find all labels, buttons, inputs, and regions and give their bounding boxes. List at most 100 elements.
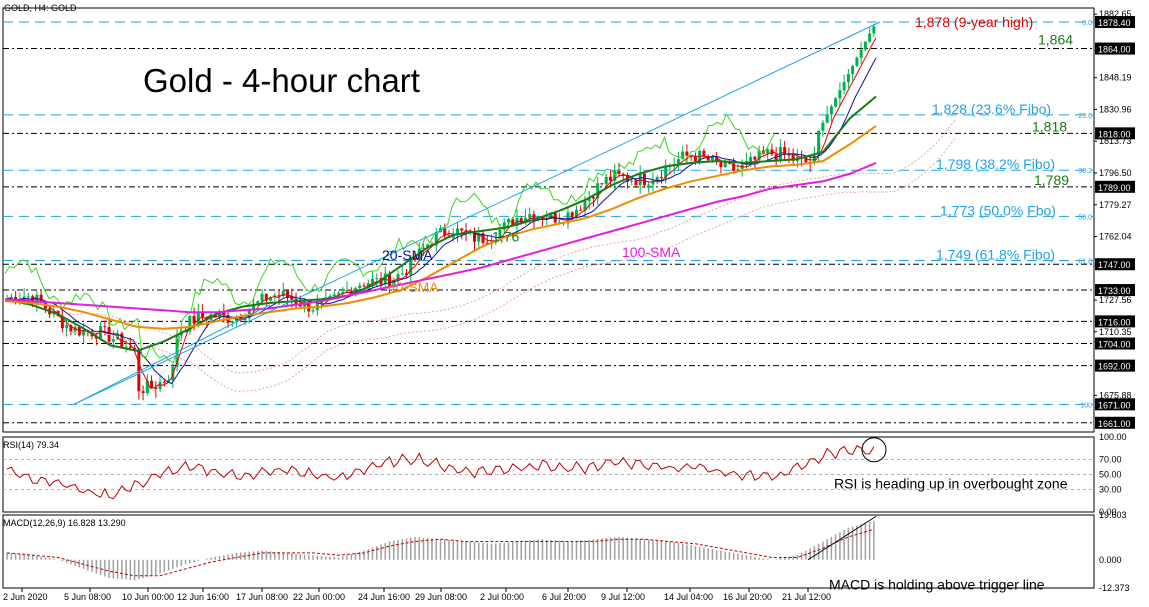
fibonacci-ratio-label: 50.0 <box>1078 214 1092 221</box>
candle-body <box>400 273 404 275</box>
rsi-label: RSI(14) 79.34 <box>3 440 60 450</box>
price-tag <box>1095 258 1135 271</box>
macd-histogram <box>6 520 875 581</box>
candle-body <box>868 33 872 42</box>
rsi-highlight-circle <box>861 437 887 463</box>
x-tick-label: 14 Jul 04:00 <box>664 592 713 602</box>
candle-body <box>69 325 73 332</box>
candle-body <box>460 228 464 231</box>
candle-body <box>651 181 655 185</box>
candle-body <box>392 279 396 287</box>
candle-body <box>213 314 217 318</box>
annotation-20-sma: 20-SMA <box>382 247 433 263</box>
candle-body <box>111 339 115 342</box>
candle-body <box>519 218 523 223</box>
candle-body <box>82 329 86 336</box>
candle-body <box>192 315 196 324</box>
uptrend-line <box>73 21 881 405</box>
candle-body <box>863 41 867 50</box>
candle-body <box>753 156 757 160</box>
x-tick-label: 2 Jun 2020 <box>3 592 48 602</box>
annotation-fib-38-2: 1,798 (38.2% Fibo) <box>936 156 1055 172</box>
candle-body <box>141 391 145 394</box>
fibonacci-ratio-label: 23.6 <box>1078 113 1092 120</box>
candle-body <box>532 214 536 221</box>
macd-signal-line <box>7 528 875 577</box>
candle-body <box>872 26 876 34</box>
candle-body <box>617 170 621 174</box>
annotation-100-sma: 100-SMA <box>622 244 681 260</box>
candle-body <box>855 57 859 66</box>
price-tick-label: 1704.00 <box>1098 340 1131 350</box>
candle-body <box>817 130 821 156</box>
candle-body <box>723 161 727 168</box>
candle-body <box>230 321 234 323</box>
candle-body <box>31 296 35 304</box>
candle-body <box>812 155 816 163</box>
candle-body <box>222 312 226 315</box>
chart-title: Gold - 4-hour chart <box>143 62 420 99</box>
trend-support-line <box>73 304 271 405</box>
candle-body <box>804 157 808 163</box>
candle-body <box>362 285 366 287</box>
candle-body <box>608 176 612 181</box>
candle-body <box>273 295 277 298</box>
price-tag <box>1095 16 1135 29</box>
annotation-fib-50: 1,773 (50.0% Fbo) <box>940 202 1056 218</box>
candle-body <box>766 149 770 154</box>
candle-body <box>647 184 651 186</box>
candle-body <box>375 278 379 280</box>
candle-body <box>252 303 256 311</box>
candle-body <box>188 315 192 332</box>
panel-frame-2 <box>2 514 1095 589</box>
x-tick-label: 16 Jul 20:00 <box>723 592 772 602</box>
candle-body <box>239 316 243 321</box>
annotation-1789: 1,789 <box>1034 172 1069 188</box>
candle-body <box>825 114 829 123</box>
price-tick-label: 1716.00 <box>1098 317 1131 327</box>
x-tick-label: 17 Jun 08:00 <box>236 592 288 602</box>
price-tag <box>1095 416 1135 429</box>
candle-body <box>162 381 166 383</box>
candle-body <box>851 65 855 74</box>
candle-body <box>388 273 392 287</box>
candle-body <box>842 82 846 91</box>
price-tag <box>1095 284 1135 297</box>
panel-frame-0 <box>2 7 1095 433</box>
candle-body <box>175 335 179 367</box>
price-tag <box>1095 180 1135 193</box>
macd-tick-label: 0.000 <box>1099 555 1122 565</box>
candle-body <box>838 90 842 99</box>
candle-body <box>702 150 706 156</box>
candle-body <box>681 151 685 160</box>
cloud-span-b <box>64 137 956 392</box>
fibonacci-ratio-label: 0.0 <box>1082 20 1092 27</box>
candle-body <box>736 169 740 171</box>
candle-body <box>528 214 532 218</box>
candle-body <box>834 98 838 107</box>
fibonacci-ratio-label: 38.2 <box>1078 168 1092 175</box>
candle-body <box>443 228 447 236</box>
candle-body <box>413 257 417 261</box>
price-tick-label: 1818.00 <box>1098 129 1131 139</box>
price-tick-label: 1813.73 <box>1099 136 1132 146</box>
fibonacci-ratio-label: 61.8 <box>1078 259 1092 266</box>
chikou-line <box>4 113 776 364</box>
candle-body <box>481 233 485 243</box>
candle-body <box>409 257 413 275</box>
annotation-fib-61-8: 1,749 (61.8% Fibo) <box>936 247 1055 263</box>
x-tick-label: 12 Jun 16:00 <box>177 592 229 602</box>
price-tick-label: 1779.27 <box>1099 200 1132 210</box>
candle-body <box>783 147 787 155</box>
macd-annotation: MACD is holding above trigger line <box>829 577 1045 593</box>
cloud-span-a <box>64 119 956 374</box>
candle-body <box>22 296 26 300</box>
price-tick-label: 1710.35 <box>1099 327 1132 337</box>
candle-body <box>829 106 833 115</box>
candle-body <box>638 173 642 186</box>
candle-body <box>290 297 294 300</box>
candle-body <box>693 156 697 162</box>
candle-body <box>133 347 137 350</box>
annotation-1818: 1,818 <box>1032 118 1067 134</box>
candle-body <box>337 293 341 295</box>
